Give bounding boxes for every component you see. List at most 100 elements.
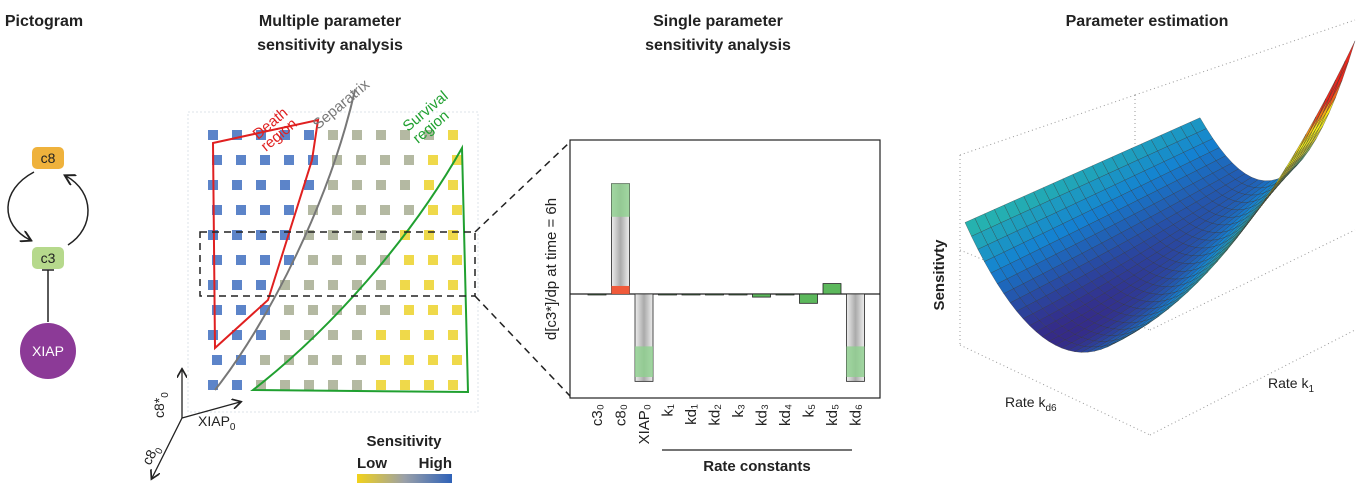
cube xyxy=(452,255,462,265)
bar xyxy=(729,294,747,295)
axis-label: XIAP0 xyxy=(198,413,236,433)
cube xyxy=(260,355,270,365)
cube xyxy=(448,330,458,340)
cube xyxy=(236,305,246,315)
cube xyxy=(404,205,414,215)
cube xyxy=(236,255,246,265)
bar xyxy=(776,294,794,295)
cube xyxy=(328,130,338,140)
cube xyxy=(328,180,338,190)
cube xyxy=(428,205,438,215)
node-label: c8 xyxy=(41,150,56,166)
cube xyxy=(284,155,294,165)
cube xyxy=(280,180,290,190)
legend-label: High xyxy=(419,455,452,472)
cube xyxy=(260,155,270,165)
cube xyxy=(352,330,362,340)
cube xyxy=(452,205,462,215)
cube xyxy=(260,205,270,215)
cube xyxy=(428,255,438,265)
arrow xyxy=(66,176,88,245)
cube xyxy=(400,380,410,390)
cube xyxy=(332,205,342,215)
cube xyxy=(212,355,222,365)
cube xyxy=(356,305,366,315)
bar xyxy=(682,294,700,295)
cube xyxy=(284,305,294,315)
surface xyxy=(960,20,1355,435)
bar-accent xyxy=(612,286,630,294)
cube xyxy=(332,355,342,365)
x-tick-label: XIAP₀ xyxy=(636,404,653,444)
panel-title: Parameter estimation xyxy=(1066,13,1229,30)
bar xyxy=(800,294,818,303)
cube xyxy=(256,330,266,340)
axis-label: c80 xyxy=(139,442,166,470)
cube xyxy=(376,380,386,390)
cube xyxy=(212,305,222,315)
box-grid xyxy=(960,345,1150,435)
cube xyxy=(328,280,338,290)
cube xyxy=(356,155,366,165)
cube xyxy=(424,180,434,190)
cube xyxy=(208,330,218,340)
axis-label: c8*0 xyxy=(151,392,171,418)
cube xyxy=(428,355,438,365)
region-label: Separatrix xyxy=(310,76,374,133)
cube xyxy=(236,155,246,165)
cube xyxy=(404,155,414,165)
cube xyxy=(380,205,390,215)
bars: c3₀c8₀XIAP₀k₁kd₁kd₂k₃kd₃kd₄k₅kd₅kd₆ xyxy=(570,184,880,445)
bar xyxy=(823,284,841,294)
cube xyxy=(328,330,338,340)
cube xyxy=(232,380,242,390)
cube xyxy=(208,280,218,290)
cube xyxy=(448,380,458,390)
cube xyxy=(308,355,318,365)
panel-title: sensitivity analysis xyxy=(645,37,791,54)
cube xyxy=(284,205,294,215)
x-tick-label: k₅ xyxy=(801,404,818,418)
x-tick-label: kd₆ xyxy=(848,404,865,426)
x-tick-label: c8₀ xyxy=(613,404,630,426)
cube xyxy=(356,355,366,365)
x-tick-label: k₁ xyxy=(660,404,677,417)
x-tick-label: kd₅ xyxy=(824,404,841,426)
x-tick-label: kd₃ xyxy=(754,404,771,426)
cube xyxy=(376,330,386,340)
cube xyxy=(380,305,390,315)
cube xyxy=(304,280,314,290)
cube xyxy=(400,180,410,190)
cube xyxy=(424,380,434,390)
y-axis-label: Rate k1 xyxy=(1268,375,1314,395)
cube xyxy=(376,180,386,190)
legend-title: Sensitivity xyxy=(366,433,442,450)
bar-accent xyxy=(635,346,653,377)
z-axis-label: Sensitivty xyxy=(931,239,948,311)
bar xyxy=(588,294,606,295)
arrow xyxy=(8,172,34,240)
cube xyxy=(452,305,462,315)
cube xyxy=(328,380,338,390)
cube xyxy=(232,280,242,290)
figure: Pictogram c8 c3 XIAP Multiple parameter … xyxy=(0,0,1359,483)
x-tick-label: kd₂ xyxy=(707,404,724,426)
panel-title: Single parameter xyxy=(653,13,783,30)
cube xyxy=(448,130,458,140)
cube xyxy=(424,330,434,340)
panel-title: sensitivity analysis xyxy=(257,37,403,54)
cube xyxy=(424,280,434,290)
cube xyxy=(452,355,462,365)
surface-patch xyxy=(1339,41,1355,80)
cube xyxy=(448,180,458,190)
cube xyxy=(352,180,362,190)
box-grid xyxy=(960,95,1135,155)
cube xyxy=(428,305,438,315)
cube xyxy=(232,180,242,190)
node-label: c3 xyxy=(41,250,56,266)
x-axis-label: Rate kd6 xyxy=(1005,394,1057,414)
legend-gradient xyxy=(357,474,452,483)
x-tick-label: k₃ xyxy=(730,404,747,418)
bar-accent xyxy=(847,346,865,377)
bar xyxy=(753,294,771,297)
